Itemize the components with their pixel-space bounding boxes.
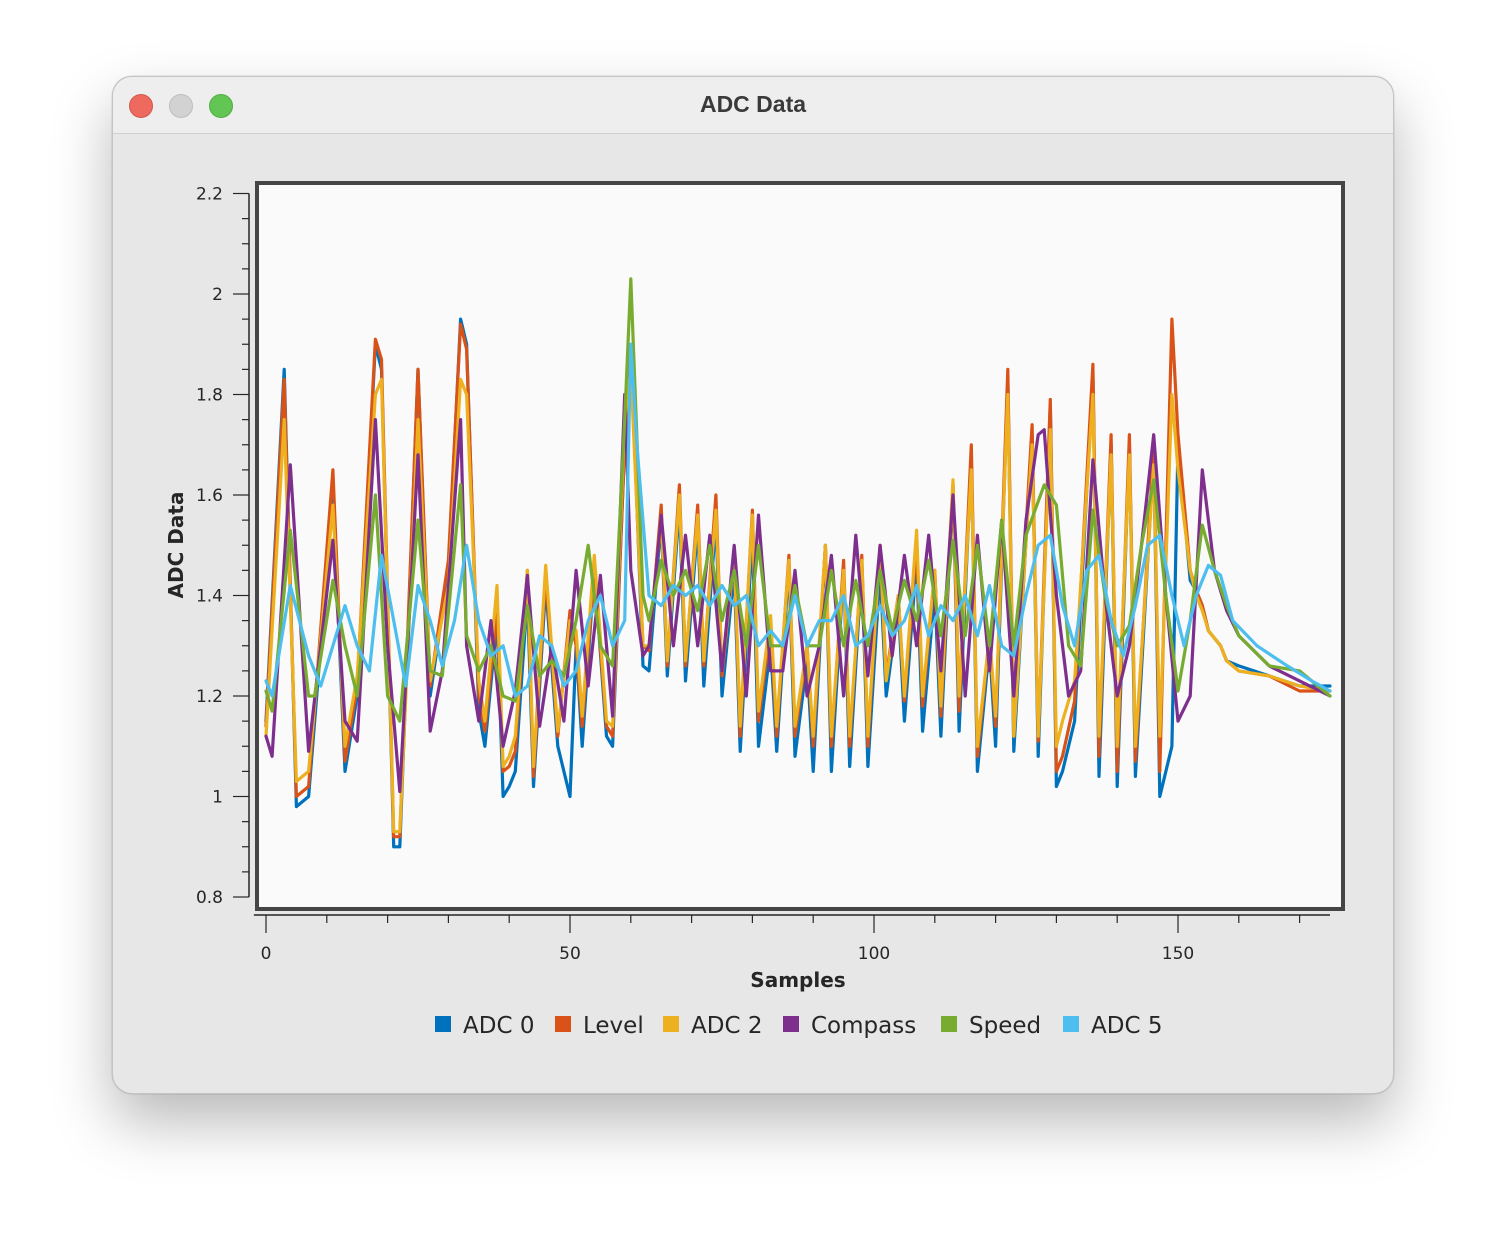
y-tick-label: 1.4 — [196, 587, 223, 607]
legend-swatch-adc-5 — [1063, 1016, 1079, 1032]
legend-label-speed: Speed — [969, 1013, 1041, 1039]
y-tick-label: 0.8 — [196, 888, 223, 908]
legend: ADC 0 Level ADC 2 Compass Speed ADC 5 — [435, 1013, 1162, 1039]
title-bar: ADC Data — [113, 77, 1393, 134]
series-line-adc-2 — [264, 367, 1332, 834]
zoom-window-button[interactable] — [209, 94, 233, 118]
minimize-window-button[interactable] — [169, 94, 193, 118]
y-tick-label: 1.6 — [196, 486, 223, 506]
y-tick-label: 1 — [212, 788, 223, 808]
x-axis: 0 50 100 150 — [253, 914, 1330, 964]
legend-swatch-adc-0 — [435, 1016, 451, 1032]
window-title: ADC Data — [699, 91, 807, 117]
x-tick-label: 0 — [261, 944, 272, 964]
legend-swatch-compass — [783, 1016, 799, 1032]
y-axis-title: ADC Data — [164, 492, 188, 599]
legend-swatch-adc-2 — [663, 1016, 679, 1032]
legend-label-adc-0: ADC 0 — [463, 1013, 534, 1039]
x-tick-label: 50 — [559, 944, 581, 964]
y-tick-label: 2.2 — [196, 185, 223, 205]
series-line-adc-5 — [264, 342, 1332, 698]
y-tick-label: 1.2 — [196, 687, 223, 707]
legend-label-level: Level — [583, 1013, 644, 1039]
series-layer — [264, 277, 1332, 849]
legend-swatch-speed — [941, 1016, 957, 1032]
y-axis: 0.8 1 1.2 1.4 1.6 1.8 2 2.2 — [196, 185, 250, 908]
x-axis-title: Samples — [750, 968, 845, 992]
y-tick-label: 1.8 — [196, 386, 223, 406]
legend-label-adc-2: ADC 2 — [691, 1013, 762, 1039]
x-tick-label: 150 — [1162, 944, 1194, 964]
legend-label-compass: Compass — [811, 1013, 916, 1039]
x-tick-label: 100 — [858, 944, 890, 964]
adc-data-chart: 0.811.21.41.61.822.2 0 50 100 150 ADC Data … — [164, 181, 1345, 1039]
legend-label-adc-5: ADC 5 — [1091, 1013, 1162, 1039]
legend-swatch-level — [555, 1016, 571, 1032]
app-window: ADC Data 0.8 1 1.2 1.4 1.6 1.8 2 2.2 0 50 100 150 … — [112, 76, 1394, 1094]
y-tick-label: 2 — [212, 285, 223, 305]
close-window-button[interactable] — [129, 94, 153, 118]
